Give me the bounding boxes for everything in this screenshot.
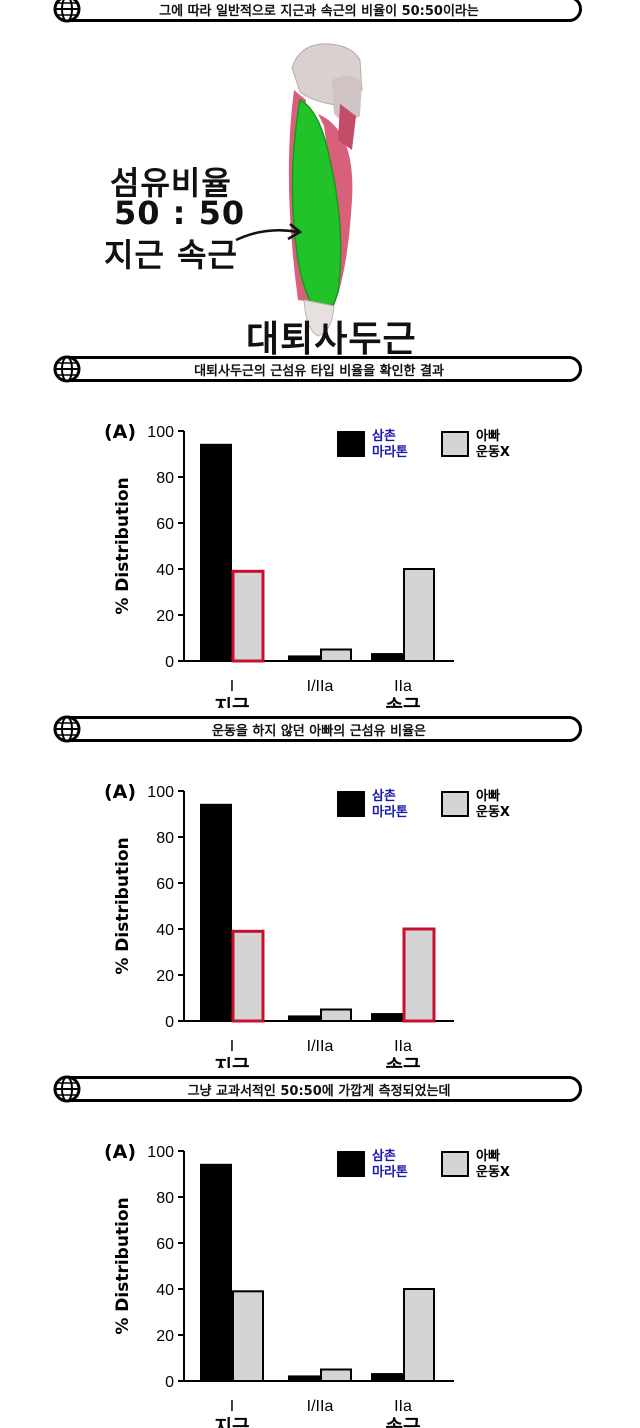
legend-label-dad: 아빠: [476, 428, 500, 444]
x-tick-label: IIa: [394, 678, 412, 695]
bar-uncle-IIa: [371, 1013, 403, 1023]
bar-dad-IIa: [403, 568, 435, 662]
y-tick-label: 60: [156, 876, 174, 893]
caption-banner-2: 대퇴사두근의 근섬유 타입 비율을 확인한 결과: [53, 355, 582, 383]
legend-swatch-uncle: [337, 791, 365, 817]
legend-label-dad: 운동X: [476, 1165, 510, 1180]
fiber-chart-1: (A) % Distribution 0 20 40 60 80 100 I지근 I/IIa IIa…: [104, 421, 510, 708]
bar-uncle-I-IIa: [288, 1375, 320, 1382]
globe-icon: [53, 715, 81, 743]
legend-label-uncle: 마라톤: [372, 1164, 408, 1180]
caption-text-1: 그에 따라 일반적으로 지근과 속근의 비율이 50:50이라는: [159, 3, 479, 19]
bar-dad-I-IIa: [320, 648, 352, 662]
x-tick-label: I/IIa: [307, 678, 334, 695]
bar-uncle-I: [200, 803, 232, 1022]
fiber-chart-2: (A) % Distribution 0 20 40 60 80 100 I지근 I/IIa IIa…: [104, 781, 510, 1068]
muscle-name-label: 대퇴사두근: [246, 319, 417, 360]
y-tick-label: 100: [147, 784, 174, 801]
bar-uncle-I-IIa: [288, 655, 320, 662]
x-tick-label: IIa: [394, 1038, 412, 1055]
fiber-chart-3: (A) % Distribution 0 20 40 60 80 100 I지근 I/IIa IIa…: [104, 1141, 510, 1428]
y-tick-label: 40: [156, 1282, 174, 1299]
caption-text-2: 대퇴사두근의 근섬유 타입 비율을 확인한 결과: [194, 363, 444, 379]
legend-label-dad: 아빠: [476, 788, 500, 804]
y-tick-label: 80: [156, 1190, 174, 1207]
x-sublabel: 지근: [215, 1056, 250, 1068]
caption-banner-1: 그에 따라 일반적으로 지근과 속근의 비율이 50:50이라는: [53, 0, 582, 23]
caption-text-3: 운동을 하지 않던 아빠의 근섬유 비율은: [212, 723, 426, 739]
legend-label-dad: 운동X: [476, 805, 510, 820]
legend-label-dad: 운동X: [476, 445, 510, 460]
y-tick-label: 20: [156, 968, 174, 985]
legend-label-uncle: 삼촌: [372, 1148, 396, 1164]
legend-label-uncle: 마라톤: [372, 444, 408, 460]
bar-dad-I: [231, 929, 265, 1023]
caption-banner-4: 그냥 교과서적인 50:50에 가깝게 측정되었는데: [53, 1075, 582, 1103]
legend-label-uncle: 삼촌: [372, 788, 396, 804]
x-sublabel: 속근: [386, 1416, 421, 1428]
bar-dad-I: [232, 1290, 264, 1382]
y-tick-label: 80: [156, 830, 174, 847]
caption-text-4: 그냥 교과서적인 50:50에 가깝게 측정되었는데: [187, 1083, 451, 1099]
bar-dad-IIa: [402, 927, 436, 1023]
x-tick-label: I/IIa: [307, 1038, 334, 1055]
bar-dad-IIa: [403, 1288, 435, 1382]
x-tick-label: I: [230, 1398, 234, 1415]
y-tick-label: 100: [147, 1144, 174, 1161]
legend-label-dad: 아빠: [476, 1148, 500, 1164]
y-tick-label: 20: [156, 608, 174, 625]
x-tick-label: IIa: [394, 1398, 412, 1415]
bar-dad-I: [231, 569, 265, 663]
x-tick-label: I: [230, 1038, 234, 1055]
globe-icon: [53, 1075, 81, 1103]
legend-swatch-dad: [441, 431, 469, 457]
bar-uncle-IIa: [371, 1373, 403, 1383]
bar-uncle-I-IIa: [288, 1015, 320, 1022]
thigh-muscle-illustration: 섬유비율 50 : 50 지근 속근 대퇴사두근: [0, 30, 640, 360]
y-tick-label: 0: [165, 1014, 174, 1031]
y-tick-label: 0: [165, 654, 174, 671]
y-tick-label: 0: [165, 1374, 174, 1391]
y-tick-label: 60: [156, 516, 174, 533]
bar-uncle-I: [200, 443, 232, 662]
caption-banner-3: 운동을 하지 않던 아빠의 근섬유 비율은: [53, 715, 582, 743]
fiber-types-label: 지근 속근: [104, 236, 238, 274]
y-tick-label: 40: [156, 922, 174, 939]
y-axis-label: % Distribution: [113, 477, 133, 614]
legend-label-uncle: 마라톤: [372, 804, 408, 820]
x-sublabel: 지근: [215, 696, 250, 708]
x-tick-label: I/IIa: [307, 1398, 334, 1415]
panel-label: (A): [104, 1141, 136, 1163]
globe-icon: [53, 0, 81, 23]
globe-icon: [53, 355, 81, 383]
bar-dad-I-IIa: [320, 1368, 352, 1382]
legend-swatch-uncle: [337, 431, 365, 457]
bar-dad-I-IIa: [320, 1008, 352, 1022]
x-sublabel: 속근: [386, 1056, 421, 1068]
legend-swatch-dad: [441, 791, 469, 817]
bar-uncle-I: [200, 1163, 232, 1382]
y-tick-label: 100: [147, 424, 174, 441]
legend-label-uncle: 삼촌: [372, 428, 396, 444]
bar-uncle-IIa: [371, 653, 403, 663]
y-axis-label: % Distribution: [113, 1197, 133, 1334]
y-tick-label: 60: [156, 1236, 174, 1253]
x-sublabel: 속근: [386, 696, 421, 708]
y-axis-label: % Distribution: [113, 837, 133, 974]
x-sublabel: 지근: [215, 1416, 250, 1428]
panel-label: (A): [104, 781, 136, 803]
x-tick-label: I: [230, 678, 234, 695]
y-tick-label: 20: [156, 1328, 174, 1345]
panel-label: (A): [104, 421, 136, 443]
legend-swatch-dad: [441, 1151, 469, 1177]
ratio-value-label: 50 : 50: [114, 194, 246, 232]
y-tick-label: 80: [156, 470, 174, 487]
legend-swatch-uncle: [337, 1151, 365, 1177]
y-tick-label: 40: [156, 562, 174, 579]
fiber-ratio-label: 섬유비율: [110, 164, 232, 202]
